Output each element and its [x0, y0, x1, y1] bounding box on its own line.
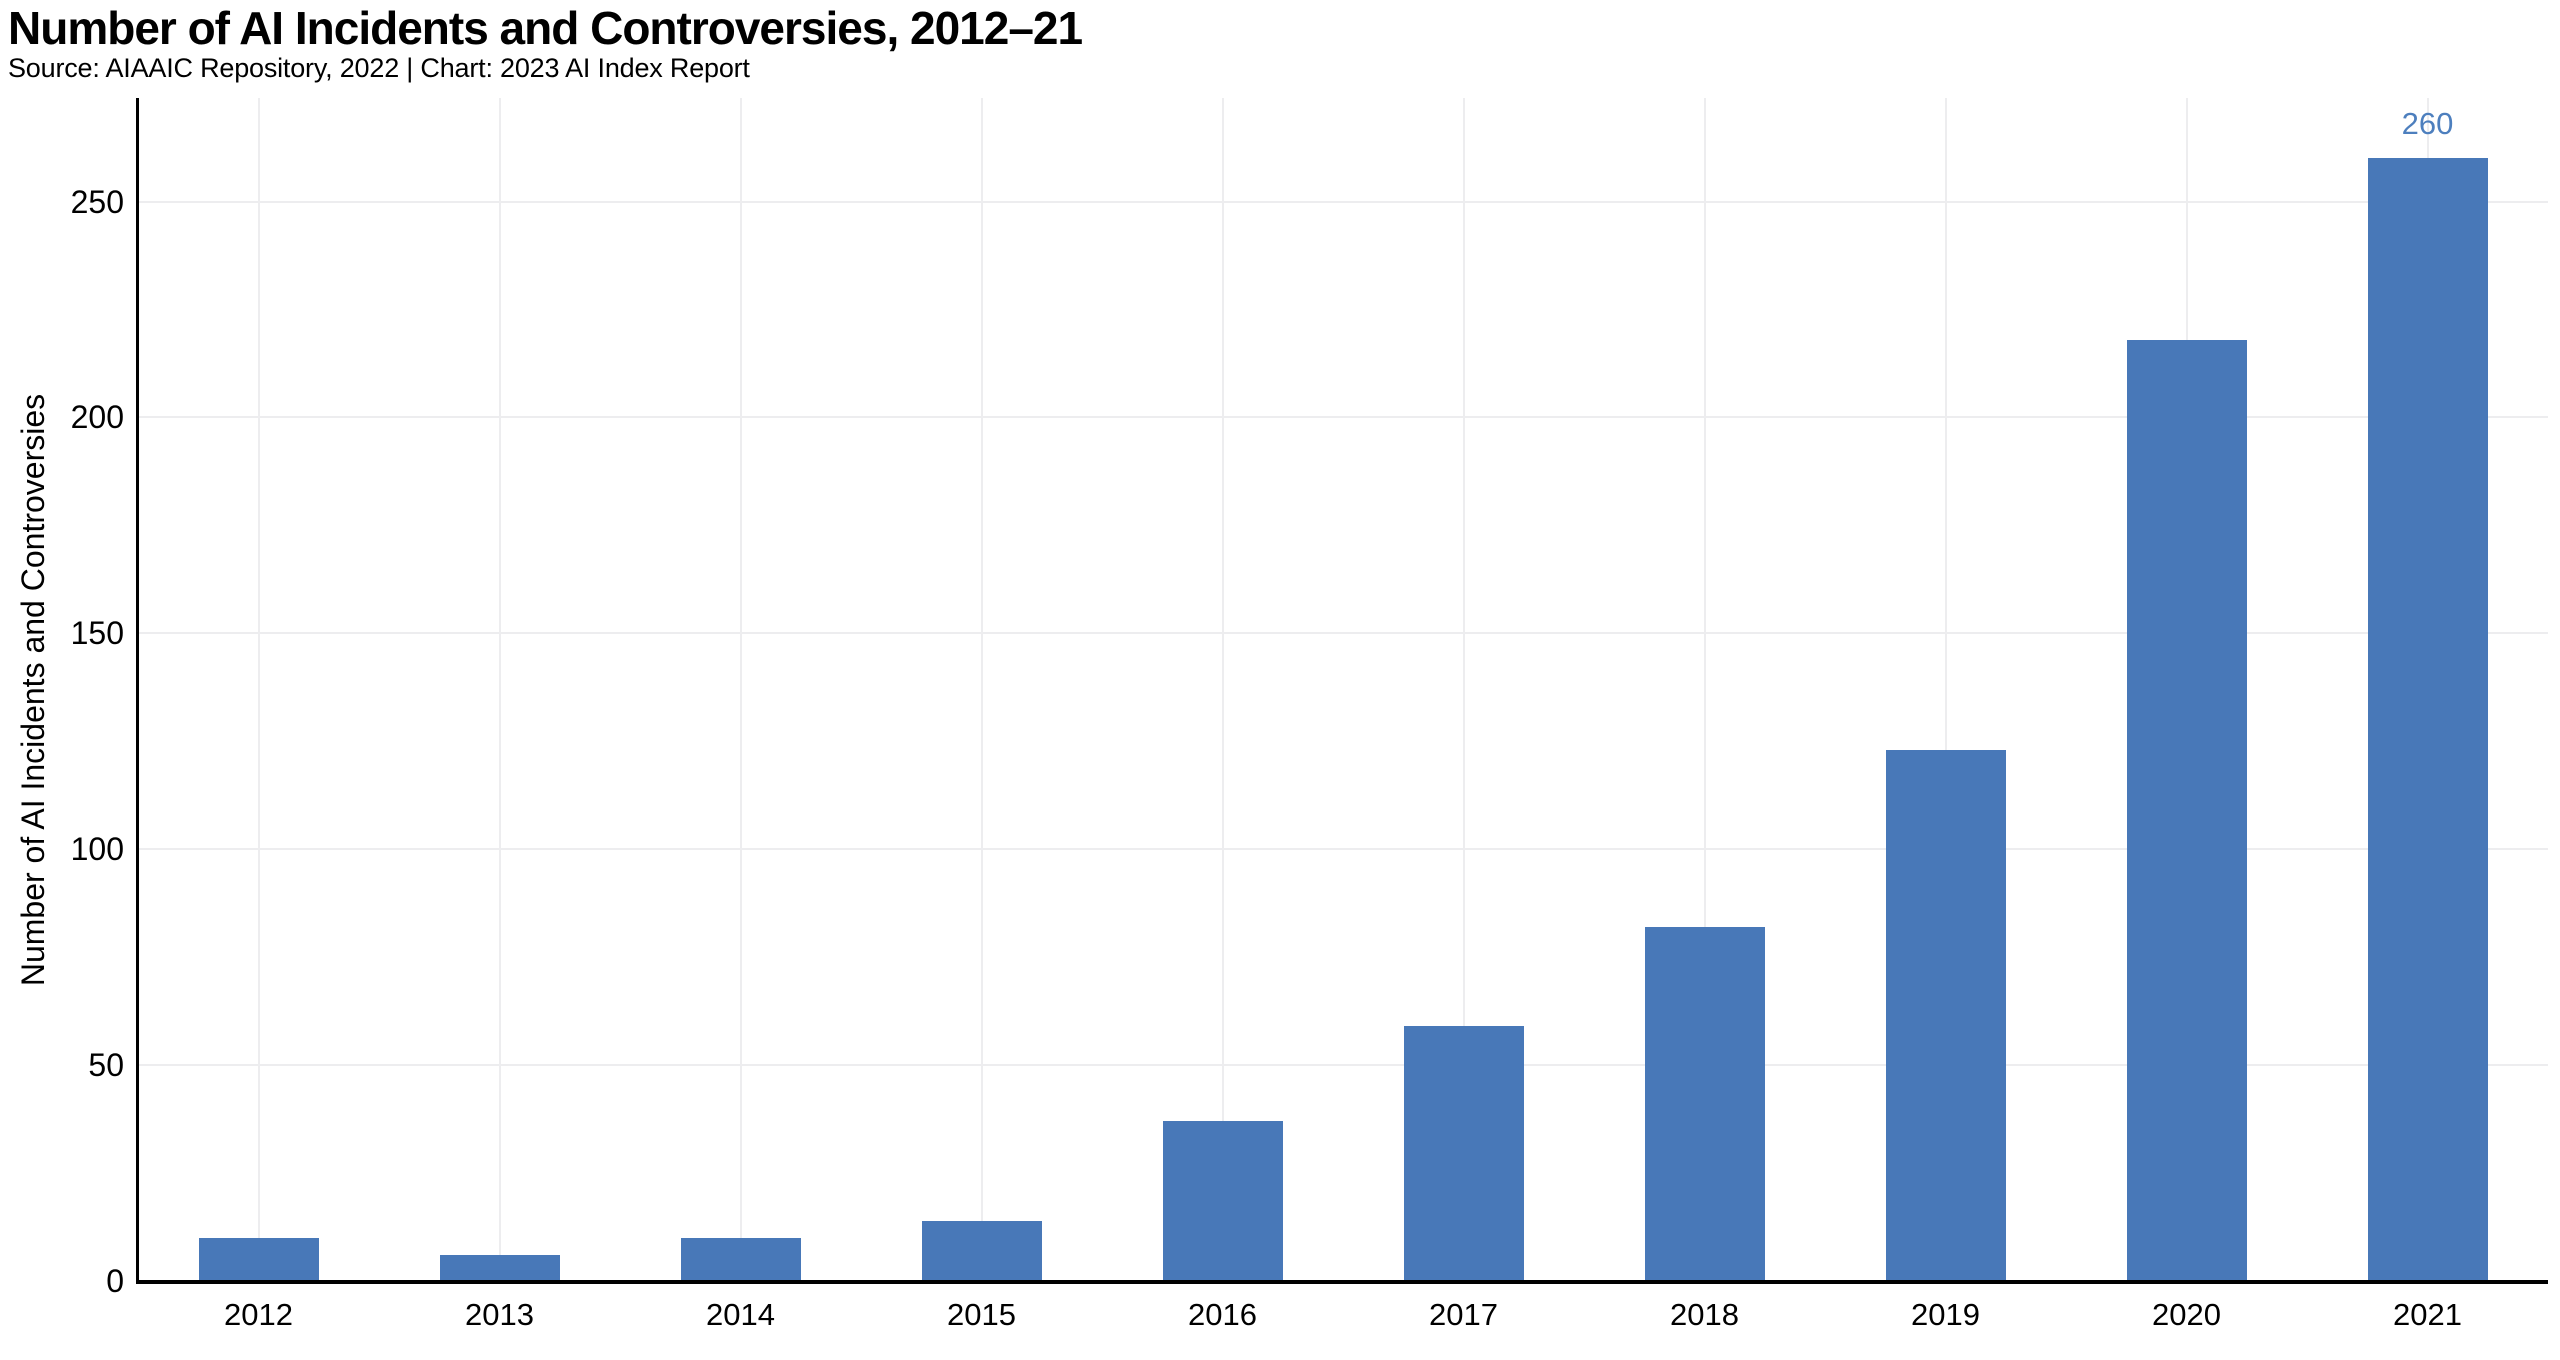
y-tick-label-200: 200 — [70, 399, 124, 436]
h-gridline-200 — [138, 416, 2548, 419]
bar-2020 — [2126, 339, 2247, 1281]
x-tick-label-2012: 2012 — [224, 1297, 293, 1332]
bar-value-label-2021: 260 — [2401, 106, 2454, 142]
bar-2016 — [1162, 1121, 1283, 1281]
bar-2017 — [1403, 1026, 1524, 1281]
x-tick-label-2013: 2013 — [465, 1297, 534, 1332]
v-gridline-2017 — [1462, 98, 1465, 1281]
v-gridline-2018 — [1703, 98, 1706, 1281]
x-tick-label-2020: 2020 — [2152, 1297, 2221, 1332]
chart-subtitle: Source: AIAAIC Repository, 2022 | Chart:… — [8, 53, 750, 83]
v-gridline-2016 — [1221, 98, 1224, 1281]
bar-2021 — [2367, 158, 2488, 1281]
y-tick-label-0: 0 — [106, 1263, 124, 1299]
h-gridline-100 — [138, 848, 2548, 851]
bar-2012 — [198, 1237, 319, 1281]
v-gridline-2014 — [739, 98, 742, 1281]
x-tick-label-2018: 2018 — [1670, 1297, 1739, 1332]
x-tick-label-2014: 2014 — [706, 1297, 775, 1332]
x-tick-label-2017: 2017 — [1429, 1297, 1498, 1332]
x-tick-label-2019: 2019 — [1911, 1297, 1980, 1332]
h-gridline-50 — [138, 1064, 2548, 1067]
bar-2019 — [1885, 749, 2006, 1281]
x-tick-label-2015: 2015 — [947, 1297, 1016, 1332]
chart-title: Number of AI Incidents and Controversies… — [8, 2, 1083, 54]
bar-2015 — [921, 1220, 1042, 1281]
bar-2018 — [1644, 926, 1765, 1281]
y-tick-label-100: 100 — [70, 831, 124, 868]
v-gridline-2013 — [498, 98, 501, 1281]
y-tick-label-150: 150 — [70, 615, 124, 652]
x-tick-label-2016: 2016 — [1188, 1297, 1257, 1332]
y-axis-line — [136, 98, 139, 1284]
y-tick-label-250: 250 — [70, 183, 124, 220]
v-gridline-2012 — [257, 98, 260, 1281]
v-gridline-2019 — [1944, 98, 1947, 1281]
h-gridline-150 — [138, 632, 2548, 635]
bar-2014 — [680, 1237, 801, 1281]
x-tick-label-2021: 2021 — [2393, 1297, 2462, 1332]
bar-2013 — [439, 1255, 560, 1281]
x-axis-line — [136, 1280, 2548, 1284]
y-tick-label-50: 50 — [88, 1047, 124, 1084]
h-gridline-250 — [138, 200, 2548, 203]
v-gridline-2015 — [980, 98, 983, 1281]
